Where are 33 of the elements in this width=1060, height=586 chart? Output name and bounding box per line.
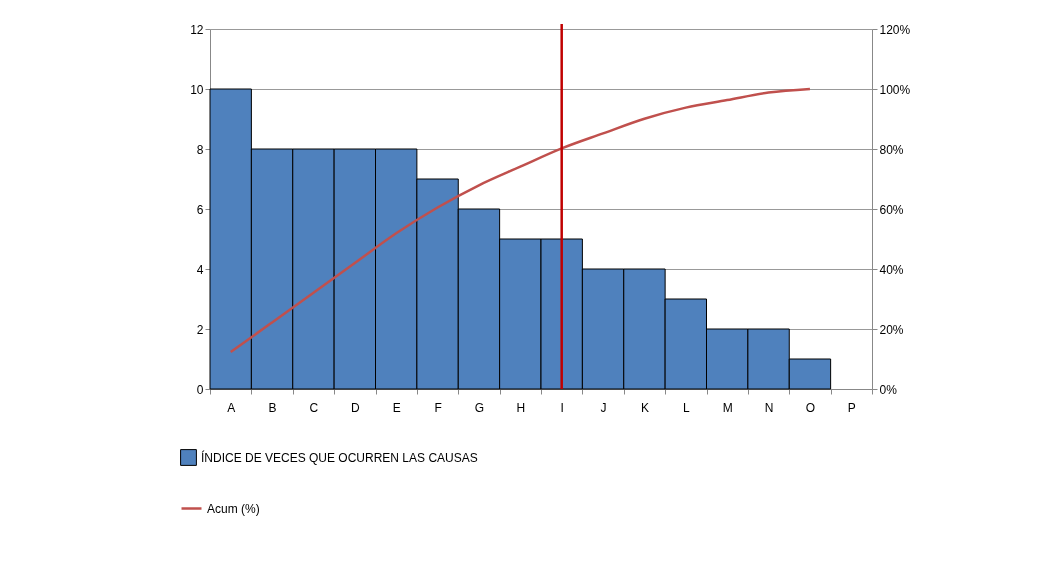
y-tick-label: 6 bbox=[196, 202, 204, 217]
x-tick-label: H bbox=[516, 400, 526, 415]
y2-tick-label: 80% bbox=[879, 142, 904, 157]
x-tick-label: C bbox=[309, 400, 319, 415]
x-tick-label: G bbox=[474, 400, 485, 415]
x-tick-label: I bbox=[560, 400, 564, 415]
y2-tick-label: 0% bbox=[879, 382, 898, 397]
y2-tick-label: 20% bbox=[879, 322, 904, 337]
x-tick-label: A bbox=[227, 400, 236, 415]
legend-label: ÍNDICE DE VECES QUE OCURREN LAS CAUSAS bbox=[201, 449, 478, 465]
y-tick-label: 12 bbox=[190, 22, 204, 37]
x-tick-label: J bbox=[600, 400, 607, 415]
y2-tick-label: 100% bbox=[879, 82, 911, 97]
y-tick-label: 8 bbox=[196, 142, 204, 157]
y2-tick-label: 60% bbox=[879, 202, 904, 217]
x-tick-label: B bbox=[268, 400, 277, 415]
x-tick-label: E bbox=[392, 400, 401, 415]
y-tick-label: 2 bbox=[196, 322, 204, 337]
y2-tick-label: 120% bbox=[879, 22, 911, 37]
legend-label: Acum (%) bbox=[207, 501, 260, 516]
x-tick-label: P bbox=[847, 400, 856, 415]
x-tick-label: K bbox=[640, 400, 649, 415]
y-tick-label: 0 bbox=[196, 382, 204, 397]
x-tick-label: O bbox=[805, 400, 816, 415]
x-tick-label: L bbox=[682, 400, 690, 415]
x-tick-label: F bbox=[434, 400, 442, 415]
y-tick-label: 10 bbox=[190, 82, 204, 97]
x-tick-label: N bbox=[764, 400, 774, 415]
x-tick-label: M bbox=[722, 400, 733, 415]
y-tick-label: 4 bbox=[196, 262, 204, 277]
x-tick-label: D bbox=[350, 400, 360, 415]
line-series bbox=[229, 87, 812, 354]
y2-tick-label: 40% bbox=[879, 262, 904, 277]
